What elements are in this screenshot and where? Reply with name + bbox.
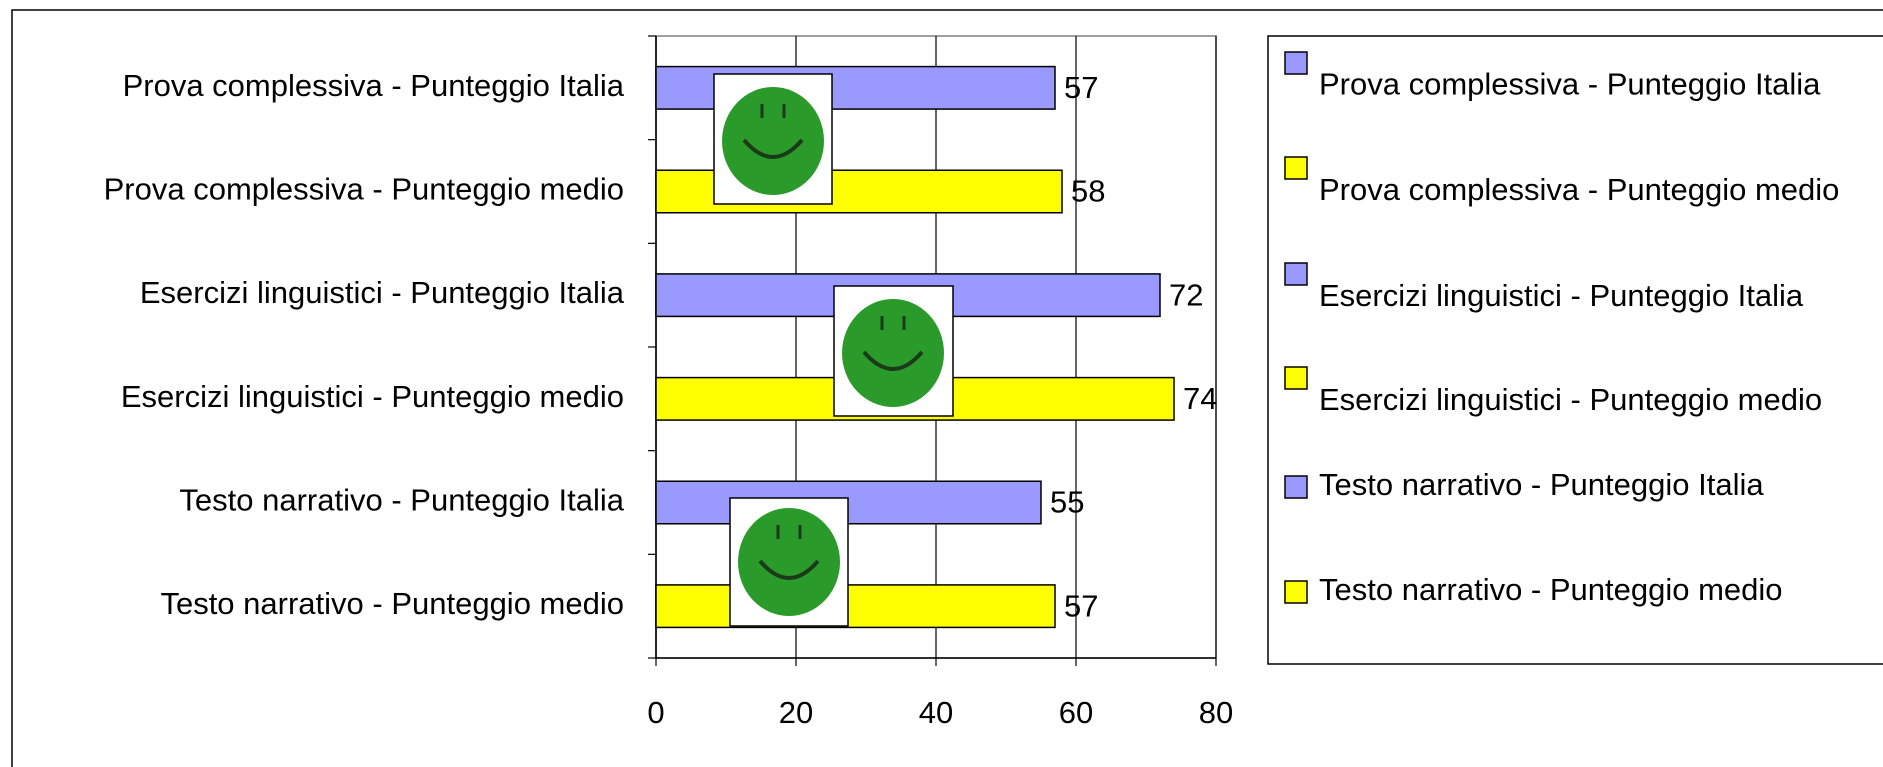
grid: [648, 35, 1217, 666]
y-tick-label: Esercizi linguistici - Punteggio Italia: [140, 275, 625, 310]
x-tick-label: 20: [779, 695, 813, 730]
legend-swatch: [1284, 156, 1308, 180]
data-label: 74: [1183, 381, 1217, 416]
bar: [655, 584, 1056, 629]
legend-label: Testo narrativo - Punteggio Italia: [1319, 467, 1764, 502]
legend-box: [1267, 35, 1883, 665]
y-tick-label: Esercizi linguistici - Punteggio medio: [121, 379, 624, 414]
legend-label: Esercizi linguistici - Punteggio medio: [1319, 382, 1822, 417]
legend-swatch: [1284, 366, 1308, 390]
data-label: 55: [1050, 485, 1084, 520]
y-tick-label: Testo narrativo - Punteggio Italia: [179, 483, 624, 518]
data-label: 57: [1064, 70, 1098, 105]
y-tick-label: Prova complessiva - Punteggio Italia: [123, 68, 625, 103]
legend-label: Prova complessiva - Punteggio medio: [1319, 172, 1839, 207]
y-tick-label: Prova complessiva - Punteggio medio: [104, 172, 624, 207]
x-tick-label: 0: [647, 695, 664, 730]
smiley: [833, 285, 954, 417]
x-tick-label: 80: [1199, 695, 1233, 730]
legend-swatch: [1284, 51, 1308, 75]
legend-swatch: [1284, 475, 1308, 499]
data-label: 57: [1064, 588, 1098, 623]
smiley: [713, 73, 833, 205]
legend-label: Esercizi linguistici - Punteggio Italia: [1319, 278, 1804, 313]
data-label: 58: [1071, 174, 1105, 209]
legend-label: Testo narrativo - Punteggio medio: [1319, 572, 1783, 607]
smiley: [729, 497, 849, 627]
y-tick-label: Testo narrativo - Punteggio medio: [160, 586, 624, 621]
chart-border: [11, 9, 1883, 767]
x-tick-label: 60: [1059, 695, 1093, 730]
x-tick-label: 40: [919, 695, 953, 730]
labels: 0 20 40 60 80 57 Prova complessiva - Punteggio…: [104, 51, 1839, 730]
legend-label: Prova complessiva - Punteggio Italia: [1319, 67, 1821, 102]
legend-swatch: [1284, 580, 1308, 604]
legend-swatch: [1284, 262, 1308, 286]
data-label: 72: [1169, 277, 1203, 312]
